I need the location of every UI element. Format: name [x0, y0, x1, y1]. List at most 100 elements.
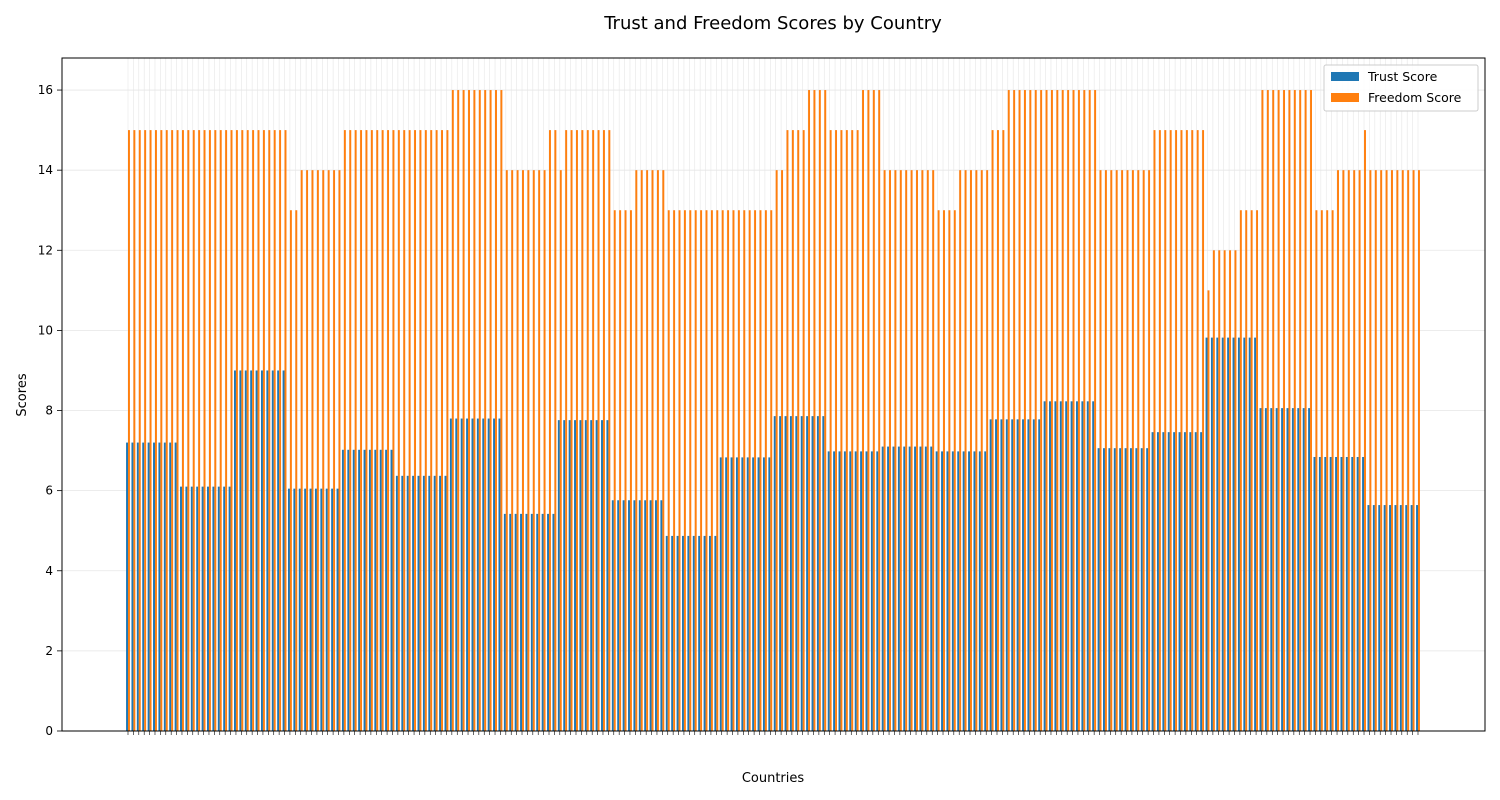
bar-trust: [471, 418, 474, 731]
bar-trust: [1416, 505, 1418, 731]
bar-trust: [1038, 419, 1041, 731]
bar-freedom: [916, 170, 918, 731]
bar-trust: [574, 420, 576, 731]
bar-trust: [147, 442, 150, 731]
bar-trust: [692, 535, 695, 731]
bar-freedom: [770, 210, 773, 731]
bar-trust: [881, 446, 884, 731]
bar-trust: [1237, 337, 1240, 731]
bar-trust: [644, 500, 647, 731]
bar-freedom: [257, 130, 260, 731]
bar-trust: [1329, 456, 1332, 731]
bar-freedom: [154, 130, 157, 731]
bar-freedom: [1040, 90, 1043, 732]
bar-trust: [180, 486, 182, 731]
bar-trust: [1356, 456, 1359, 731]
bar-trust: [1367, 505, 1370, 731]
bar-trust: [897, 446, 900, 731]
bar-freedom: [1401, 170, 1404, 731]
bar-freedom: [203, 130, 206, 731]
bar-trust: [968, 451, 971, 731]
bar-trust: [779, 416, 782, 731]
bar-freedom: [959, 170, 962, 731]
bar-trust: [854, 451, 857, 731]
bar-freedom: [1299, 90, 1302, 732]
bar-freedom: [473, 90, 476, 732]
bar-trust: [1205, 337, 1208, 731]
bar-trust: [142, 442, 145, 731]
bar-freedom: [1304, 90, 1307, 732]
bar-freedom: [851, 130, 854, 731]
bar-freedom: [872, 90, 875, 732]
bar-freedom: [1412, 170, 1415, 731]
bar-freedom: [424, 130, 427, 731]
bar-freedom: [1126, 170, 1129, 731]
bar-freedom: [1045, 90, 1048, 732]
bar-trust: [1005, 419, 1008, 731]
bar-trust: [1108, 448, 1111, 731]
bar-freedom: [1164, 130, 1167, 731]
bar-freedom: [754, 210, 757, 731]
bar-freedom: [889, 170, 891, 731]
legend-label-freedom: Freedom Score: [1368, 90, 1462, 105]
bar-trust: [995, 419, 997, 731]
bar-trust: [493, 418, 496, 731]
bar-freedom: [608, 130, 611, 731]
bar-trust: [325, 488, 328, 731]
bar-trust: [395, 475, 398, 731]
bar-freedom: [365, 130, 368, 731]
bar-freedom: [905, 170, 908, 731]
bar-freedom: [532, 170, 535, 731]
bar-trust: [1097, 448, 1100, 731]
bar-freedom: [176, 130, 179, 731]
bar-freedom: [457, 90, 460, 732]
bar-trust: [833, 451, 836, 731]
bar-trust: [449, 418, 452, 731]
bar-trust: [1059, 401, 1062, 731]
bar-trust: [849, 451, 852, 731]
y-tick-label: 4: [45, 564, 53, 578]
bar-freedom: [948, 210, 951, 731]
bar-freedom: [813, 90, 816, 732]
bar-trust: [660, 500, 663, 731]
bar-freedom: [1337, 170, 1339, 731]
bar-trust: [428, 475, 431, 731]
bar-freedom: [419, 130, 422, 731]
bar-trust: [903, 446, 906, 731]
bar-freedom: [1380, 170, 1383, 731]
bar-trust: [444, 475, 447, 731]
bar-trust: [1216, 337, 1219, 731]
x-axis-label: Countries: [742, 771, 805, 786]
bar-freedom: [1083, 90, 1086, 732]
bar-trust: [266, 370, 269, 731]
bar-freedom: [138, 130, 141, 731]
bar-freedom: [716, 210, 719, 731]
bar-freedom: [1175, 130, 1178, 731]
bar-freedom: [370, 130, 373, 731]
bar-trust: [876, 451, 879, 731]
bar-freedom: [856, 130, 859, 731]
bar-freedom: [748, 210, 751, 731]
bar-freedom: [446, 130, 449, 731]
bar-freedom: [478, 90, 481, 732]
bar-freedom: [495, 90, 497, 732]
bar-freedom: [1121, 170, 1124, 731]
plot-frame: [61, 57, 1486, 732]
bar-trust: [1351, 456, 1354, 731]
bar-trust: [773, 416, 776, 731]
bar-trust: [196, 486, 199, 731]
bar-freedom: [932, 170, 935, 731]
bar-trust: [730, 457, 733, 731]
chart-title: Trust and Freedom Scores by Country: [603, 13, 942, 34]
bar-freedom: [629, 210, 632, 731]
bar-trust: [822, 416, 825, 731]
bar-trust: [1383, 505, 1386, 731]
bar-freedom: [543, 170, 546, 731]
bar-trust: [628, 500, 630, 731]
bar-freedom: [683, 210, 686, 731]
bar-trust: [1232, 337, 1235, 731]
bar-trust: [1000, 419, 1003, 731]
bar-trust: [638, 500, 641, 731]
bar-trust: [649, 500, 652, 731]
bar-freedom: [1158, 130, 1161, 731]
